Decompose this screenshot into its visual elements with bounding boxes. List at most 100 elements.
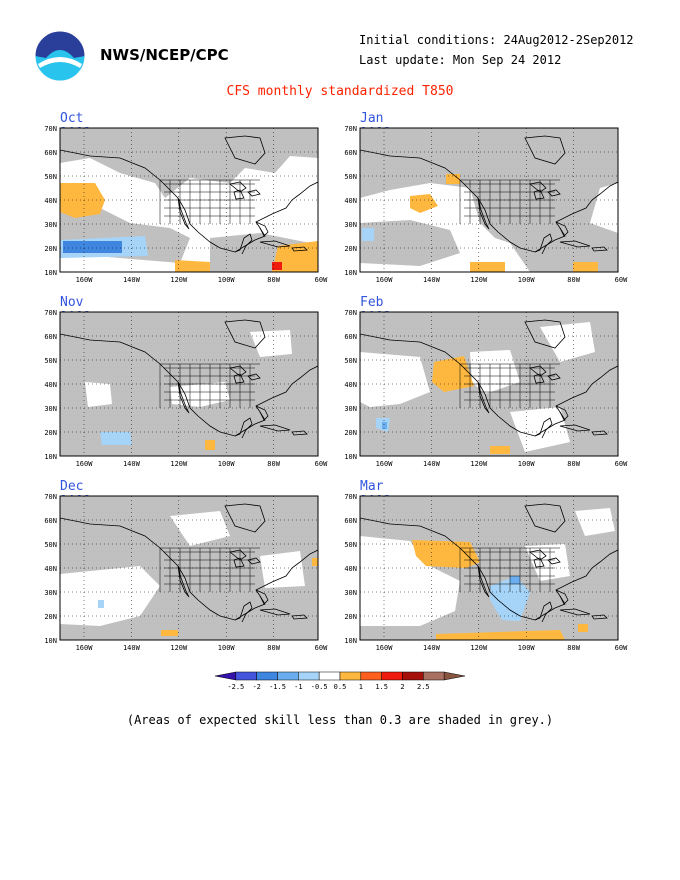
lat-tick-label: 10N	[344, 453, 357, 461]
lon-tick-label: 120W	[470, 460, 488, 468]
shaded-region	[360, 220, 460, 266]
shaded-region	[573, 262, 598, 272]
lat-tick-label: 70N	[344, 493, 357, 501]
colorbar-swatch	[339, 671, 362, 681]
lon-tick-label: 80W	[567, 276, 580, 284]
lat-tick-label: 50N	[44, 541, 57, 549]
lat-tick-label: 40N	[344, 381, 357, 389]
colorbar-swatch	[235, 671, 257, 681]
lon-tick-label: 140W	[423, 460, 441, 468]
colorbar-label: 1	[359, 683, 363, 691]
shaded-region	[470, 350, 520, 394]
lat-tick-label: 20N	[44, 429, 57, 437]
lon-tick-label: 80W	[567, 460, 580, 468]
lat-tick-label: 10N	[344, 269, 357, 277]
lat-tick-label: 60N	[44, 149, 57, 157]
shaded-region	[272, 262, 282, 270]
lat-tick-label: 10N	[44, 453, 57, 461]
lat-tick-label: 50N	[344, 357, 357, 365]
lon-tick-label: 100W	[518, 644, 536, 652]
lon-tick-label: 100W	[518, 276, 536, 284]
lon-tick-label: 140W	[123, 276, 141, 284]
lat-tick-label: 70N	[344, 309, 357, 317]
shaded-region	[100, 432, 132, 445]
lon-tick-label: 160W	[76, 276, 94, 284]
map-plot: 70N 60N 50N 40N 30N 20N 10N 160W 140W 120W 100W 80W…	[344, 493, 628, 652]
initial-conditions: Initial conditions: 24Aug2012-2Sep2012	[359, 33, 634, 47]
lon-tick-label: 120W	[170, 644, 188, 652]
colorbar-label: 2	[400, 683, 404, 691]
lon-tick-label: 160W	[376, 644, 394, 652]
shaded-region	[205, 440, 215, 450]
last-update: Last update: Mon Sep 24 2012	[359, 53, 562, 67]
shaded-region	[272, 241, 318, 272]
lon-tick-label: 80W	[267, 276, 280, 284]
lon-tick-label: 140W	[123, 460, 141, 468]
shaded-region	[60, 183, 105, 218]
shaded-region	[161, 630, 178, 636]
colorbar-swatch	[381, 671, 403, 681]
shaded-region	[510, 407, 570, 452]
lon-tick-label: 60W	[615, 644, 628, 652]
colorbar-label: -0.5	[311, 683, 328, 691]
lon-tick-label: 120W	[470, 644, 488, 652]
colorbar-label: 2.5	[417, 683, 430, 691]
lat-tick-label: 70N	[344, 125, 357, 133]
lat-tick-label: 10N	[44, 269, 57, 277]
lon-tick-label: 120W	[170, 276, 188, 284]
lat-tick-label: 20N	[44, 613, 57, 621]
map-plot: 70N 60N 50N 40N 30N 20N 10N 160W 140W 120W 100W 80W…	[344, 309, 628, 468]
lat-tick-label: 40N	[44, 381, 57, 389]
lon-tick-label: 140W	[423, 644, 441, 652]
lat-tick-label: 20N	[44, 245, 57, 253]
lon-tick-label: 120W	[470, 276, 488, 284]
lon-tick-label: 160W	[76, 644, 94, 652]
shaded-region	[540, 322, 595, 362]
shaded-region	[436, 630, 565, 640]
colorbar-swatch	[214, 671, 237, 681]
lon-tick-label: 60W	[315, 644, 328, 652]
lat-tick-label: 30N	[44, 589, 57, 597]
lon-tick-label: 60W	[615, 460, 628, 468]
shaded-region	[85, 382, 112, 407]
lat-tick-label: 60N	[344, 333, 357, 341]
lat-tick-label: 70N	[44, 125, 57, 133]
lon-tick-label: 140W	[423, 276, 441, 284]
organization-name: NWS/NCEP/CPC	[100, 46, 229, 64]
shaded-region	[525, 544, 570, 581]
lon-tick-label: 140W	[123, 644, 141, 652]
shaded-region	[432, 356, 474, 392]
skill-note: (Areas of expected skill less than 0.3 a…	[126, 713, 554, 727]
lon-tick-label: 160W	[76, 460, 94, 468]
lat-tick-label: 60N	[44, 517, 57, 525]
lat-tick-label: 60N	[344, 149, 357, 157]
lon-tick-label: 160W	[376, 460, 394, 468]
shaded-region	[60, 566, 160, 626]
shaded-region	[175, 260, 210, 272]
lat-tick-label: 70N	[44, 493, 57, 501]
lat-tick-label: 40N	[344, 565, 357, 573]
colorbar-label: -1	[294, 683, 302, 691]
lat-tick-label: 30N	[344, 405, 357, 413]
lat-tick-label: 50N	[344, 173, 357, 181]
colorbar-label: -1.5	[269, 683, 286, 691]
colorbar-label: -2.5	[227, 683, 244, 691]
shaded-region	[63, 241, 122, 253]
lat-tick-label: 50N	[344, 541, 357, 549]
shaded-region	[260, 551, 305, 588]
colorbar-label: 0.5	[334, 683, 347, 691]
shaded-region	[410, 194, 438, 213]
lon-tick-label: 80W	[267, 460, 280, 468]
lon-tick-label: 60W	[315, 460, 328, 468]
lon-tick-label: 80W	[267, 644, 280, 652]
lat-tick-label: 30N	[44, 405, 57, 413]
lat-tick-label: 40N	[344, 197, 357, 205]
shaded-region	[446, 174, 460, 184]
colorbar-swatch	[402, 671, 424, 681]
map-plot: 70N 60N 50N 40N 30N 20N 10N 160W 140W 120W 100W 80W…	[44, 493, 328, 652]
shaded-region	[312, 558, 318, 566]
map-plot: 70N 60N 50N 40N 30N 20N 10N 160W 140W 120W 100W 80W…	[44, 125, 328, 284]
lat-tick-label: 20N	[344, 245, 357, 253]
lat-tick-label: 30N	[344, 589, 357, 597]
colorbar-swatch	[423, 671, 445, 681]
